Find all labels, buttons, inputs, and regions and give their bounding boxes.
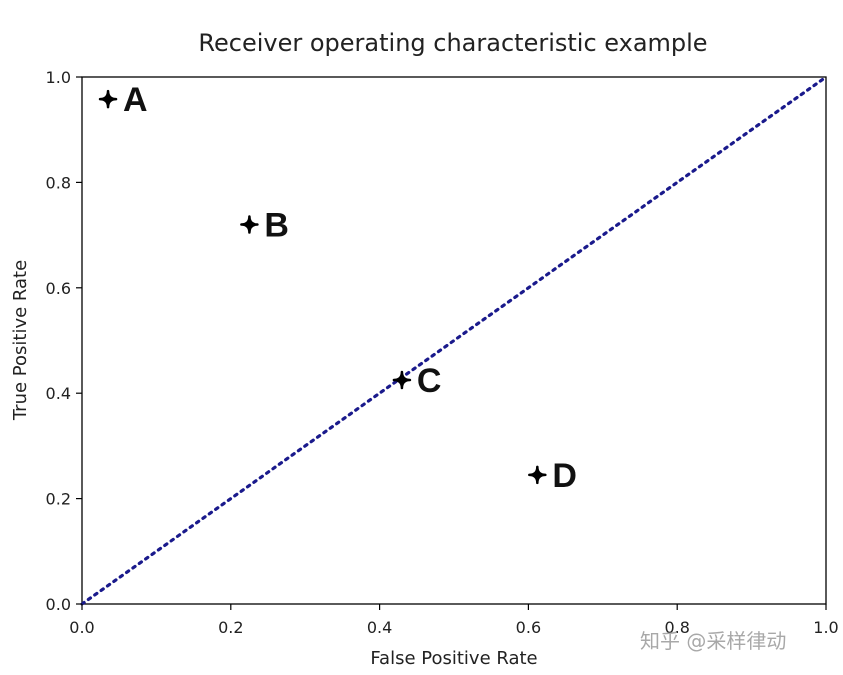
x-tick-label: 0.2 [218, 618, 243, 637]
diagonal-reference-line [80, 75, 828, 606]
y-tick-label: 0.4 [46, 384, 71, 403]
x-tick-label: 0.4 [367, 618, 392, 637]
point-c: C [392, 362, 442, 400]
point-marker [528, 465, 547, 485]
x-tick-label: 0.6 [516, 618, 541, 637]
x-axis-label: False Positive Rate [370, 648, 537, 669]
chart-title: Receiver operating characteristic exampl… [198, 29, 707, 57]
point-marker [392, 370, 412, 390]
point-marker [98, 89, 118, 109]
y-tick-label: 0.2 [46, 490, 71, 509]
point-d: D [528, 457, 577, 495]
y-axis-label: True Positive Rate [10, 260, 31, 421]
x-tick-label: 0.0 [69, 618, 94, 637]
point-label: B [264, 207, 289, 245]
point-a: A [98, 81, 148, 119]
y-tick-label: 0.6 [46, 279, 71, 298]
plot-frame [81, 76, 827, 605]
y-tick-label: 0.0 [46, 595, 71, 614]
point-label: A [123, 81, 148, 119]
x-tick-label: 0.8 [664, 618, 689, 637]
point-label: D [552, 457, 577, 495]
point-b: B [240, 207, 289, 245]
y-tick-label: 0.8 [46, 173, 71, 192]
watermark: 知乎 @采样律动 [640, 629, 786, 653]
point-marker [240, 215, 259, 234]
y-tick-label: 1.0 [46, 68, 71, 87]
x-tick-label: 1.0 [813, 618, 838, 637]
point-label: C [417, 362, 442, 400]
